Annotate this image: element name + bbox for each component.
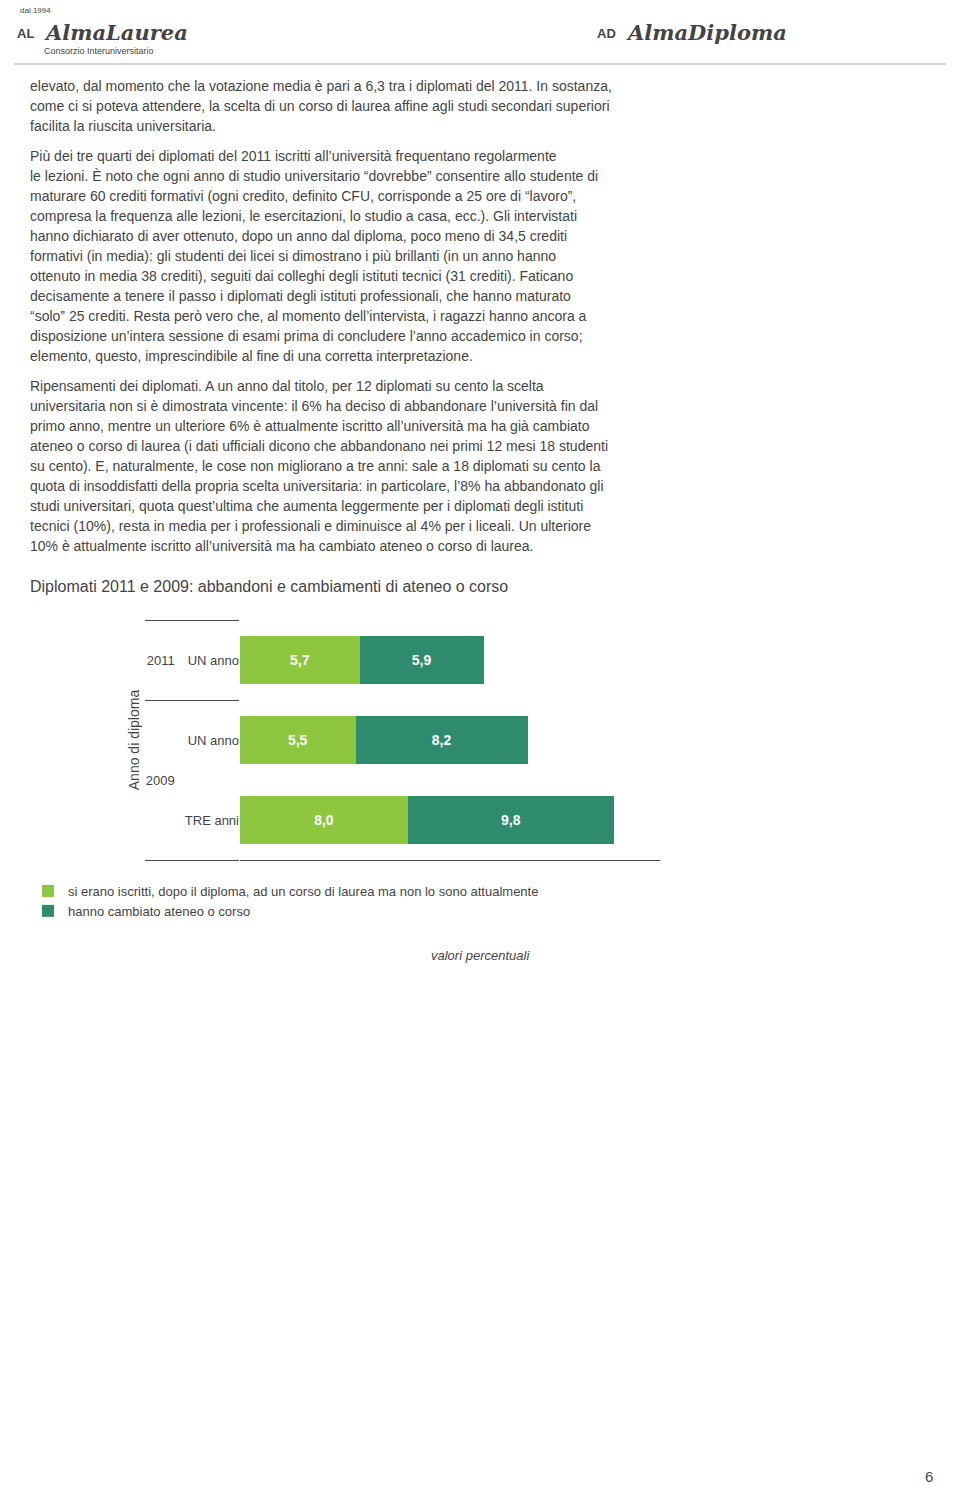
svg-text:compresa la frequenza alle lez: compresa la frequenza alle lezioni, le e… bbox=[30, 208, 577, 224]
svg-text:6: 6 bbox=[925, 1468, 933, 1485]
svg-text:“solo” 25 crediti. Resta però: “solo” 25 crediti. Resta però vero che, … bbox=[30, 308, 587, 324]
svg-text:elemento, questo, imprescindib: elemento, questo, imprescindibile al fin… bbox=[30, 348, 473, 364]
svg-text:tecnici (10%), resta in media: tecnici (10%), resta in media per i prof… bbox=[30, 518, 591, 534]
svg-text:elevato, dal momento che la vo: elevato, dal momento che la votazione me… bbox=[30, 78, 612, 94]
svg-text:studi universitari, quota ques: studi universitari, quota quest’ultima c… bbox=[30, 498, 583, 514]
svg-text:formativi (in media): gli stud: formativi (in media): gli studenti dei l… bbox=[30, 248, 556, 264]
svg-text:si erano iscritti, dopo il dip: si erano iscritti, dopo il diploma, ad u… bbox=[68, 884, 538, 899]
svg-text:TRE anni: TRE anni bbox=[185, 813, 239, 828]
svg-text:AlmaDiploma: AlmaDiploma bbox=[626, 20, 787, 45]
svg-text:Consorzio Interuniversitario: Consorzio Interuniversitario bbox=[44, 46, 154, 56]
svg-text:decisamente a tenere il passo: decisamente a tenere il passo i diplomat… bbox=[30, 288, 571, 304]
svg-text:universitaria non si è dimostr: universitaria non si è dimostrata vincen… bbox=[30, 398, 598, 414]
svg-text:dal 1994: dal 1994 bbox=[20, 6, 51, 15]
svg-text:le lezioni. È noto che ogni an: le lezioni. È noto che ogni anno di stud… bbox=[30, 168, 598, 184]
svg-text:Diplomati 2011 e 2009: abbando: Diplomati 2011 e 2009: abbandoni e cambi… bbox=[30, 578, 508, 595]
svg-text:2009: 2009 bbox=[146, 773, 175, 788]
svg-text:hanno cambiato ateneo o corso: hanno cambiato ateneo o corso bbox=[68, 904, 250, 919]
svg-text:disposizione un’intera session: disposizione un’intera sessione di esami… bbox=[30, 328, 583, 344]
svg-text:AD: AD bbox=[597, 26, 616, 41]
svg-text:Ripensamenti dei diplomati. A: Ripensamenti dei diplomati. A un anno da… bbox=[30, 378, 544, 394]
svg-text:primo anno, mentre un ulterior: primo anno, mentre un ulteriore 6% è att… bbox=[30, 418, 590, 434]
svg-text:ateneo o corso di laurea (i da: ateneo o corso di laurea (i dati ufficia… bbox=[30, 438, 608, 454]
svg-text:maturare 60 crediti formativi: maturare 60 crediti formativi (ogni cred… bbox=[30, 188, 576, 204]
svg-text:Più dei tre quarti dei diploma: Più dei tre quarti dei diplomati del 201… bbox=[30, 148, 557, 164]
svg-text:valori percentuali: valori percentuali bbox=[431, 948, 530, 963]
svg-text:come ci si poteva attendere, l: come ci si poteva attendere, la scelta d… bbox=[30, 98, 610, 114]
svg-text:quota di insoddisfatti della p: quota di insoddisfatti della propria sce… bbox=[30, 478, 604, 494]
svg-text:5,5: 5,5 bbox=[288, 732, 308, 748]
svg-text:UN anno: UN anno bbox=[188, 733, 239, 748]
svg-text:facilita la riuscita universit: facilita la riuscita universitaria. bbox=[30, 118, 216, 134]
svg-text:su cento). E, naturalmente, le: su cento). E, naturalmente, le cose non … bbox=[30, 458, 601, 474]
svg-text:Anno di diploma: Anno di diploma bbox=[126, 690, 142, 791]
svg-text:5,7: 5,7 bbox=[290, 652, 310, 668]
svg-text:ottenuto in media 38 crediti),: ottenuto in media 38 crediti), seguiti d… bbox=[30, 268, 573, 284]
svg-text:AL: AL bbox=[17, 26, 34, 41]
svg-text:10% è attualmente iscritto all: 10% è attualmente iscritto all’universit… bbox=[30, 538, 534, 554]
svg-text:5,9: 5,9 bbox=[412, 652, 432, 668]
svg-text:UN anno: UN anno bbox=[188, 653, 239, 668]
svg-text:8,0: 8,0 bbox=[314, 812, 334, 828]
svg-text:AlmaLaurea: AlmaLaurea bbox=[44, 20, 188, 45]
svg-text:hanno dichiarato di aver otten: hanno dichiarato di aver ottenuto, dopo … bbox=[30, 228, 567, 244]
svg-text:9,8: 9,8 bbox=[501, 812, 521, 828]
svg-text:2011: 2011 bbox=[147, 653, 175, 668]
svg-text:8,2: 8,2 bbox=[432, 732, 452, 748]
